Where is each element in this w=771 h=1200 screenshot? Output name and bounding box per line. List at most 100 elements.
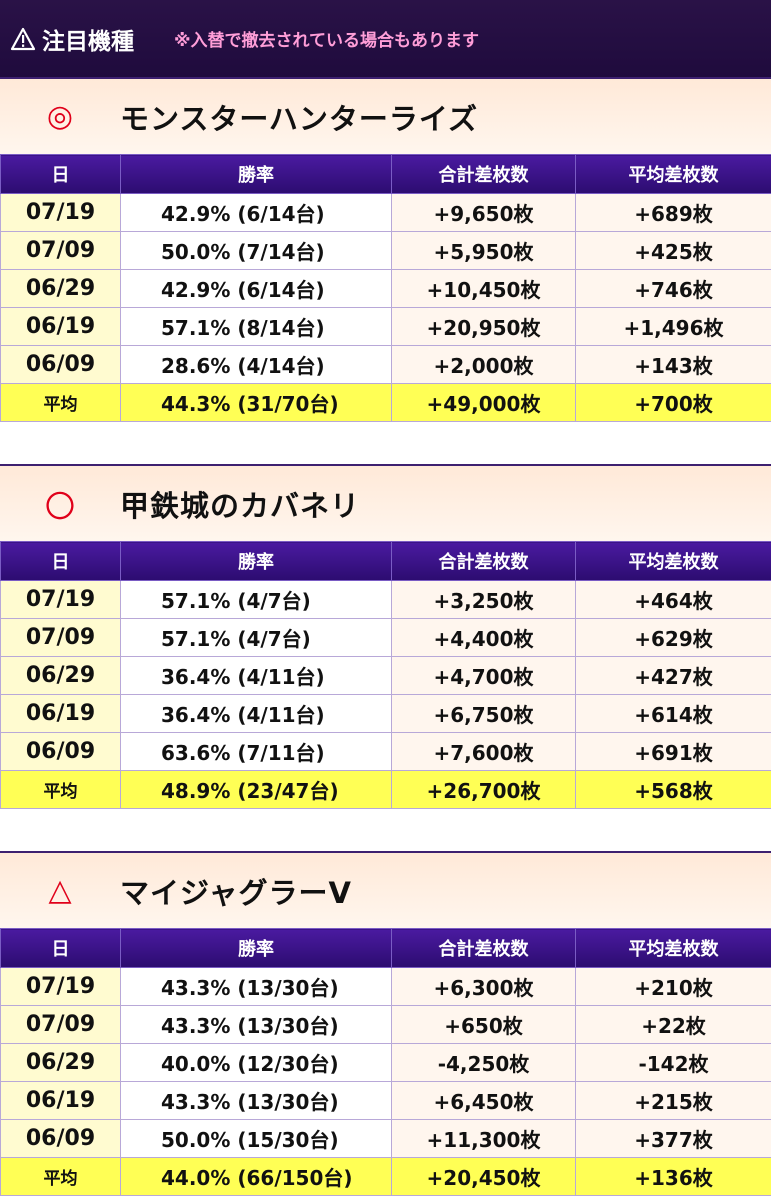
- total-cell: +10,450枚: [391, 269, 576, 308]
- table-row: 07/09 50.0% (7/14台) +5,950枚 +425枚: [0, 231, 771, 270]
- average-row: 平均 48.9% (23/47台) +26,700枚 +568枚: [0, 770, 771, 809]
- removal-note: ※入替で撤去されている場合もあります: [174, 31, 480, 51]
- total-cell: +650枚: [391, 1005, 576, 1044]
- rate-cell: 50.0% (7/14台): [120, 231, 392, 270]
- rate-cell: 42.9% (6/14台): [120, 193, 392, 232]
- results-table: 日 勝率 合計差枚数 平均差枚数 07/19 43.3% (13/30台) +6…: [0, 928, 771, 1196]
- total-cell: -4,250枚: [391, 1043, 576, 1082]
- avg-cell: +136枚: [575, 1157, 771, 1196]
- rate-cell: 36.4% (4/11台): [120, 694, 392, 733]
- rate-cell: 48.9% (23/47台): [120, 770, 392, 809]
- rate-cell: 28.6% (4/14台): [120, 345, 392, 384]
- machine-section-kabaneri: 〇 甲鉄城のカバネリ 日 勝率 合計差枚数 平均差枚数 07/19 57.1% …: [0, 464, 771, 809]
- col-header-date: 日: [0, 154, 121, 194]
- results-table: 日 勝率 合計差枚数 平均差枚数 07/19 57.1% (4/7台) +3,2…: [0, 541, 771, 809]
- total-cell: +4,400枚: [391, 618, 576, 657]
- avg-cell: +568枚: [575, 770, 771, 809]
- rate-cell: 63.6% (7/11台): [120, 732, 392, 771]
- machine-section-my-juggler: △ マイジャグラーV 日 勝率 合計差枚数 平均差枚数 07/19 43.3% …: [0, 851, 771, 1196]
- section-header: △ マイジャグラーV: [0, 851, 771, 928]
- total-cell: +4,700枚: [391, 656, 576, 695]
- table-row: 06/29 36.4% (4/11台) +4,700枚 +427枚: [0, 656, 771, 695]
- rate-cell: 43.3% (13/30台): [120, 1005, 392, 1044]
- results-table: 日 勝率 合計差枚数 平均差枚数 07/19 42.9% (6/14台) +9,…: [0, 154, 771, 422]
- date-cell: 07/19: [0, 580, 121, 619]
- date-cell: 07/09: [0, 618, 121, 657]
- table-row: 07/19 43.3% (13/30台) +6,300枚 +210枚: [0, 967, 771, 1006]
- average-row: 平均 44.0% (66/150台) +20,450枚 +136枚: [0, 1157, 771, 1196]
- total-cell: +6,300枚: [391, 967, 576, 1006]
- table-row: 07/19 57.1% (4/7台) +3,250枚 +464枚: [0, 580, 771, 619]
- col-header-rate: 勝率: [120, 541, 392, 581]
- total-cell: +6,450枚: [391, 1081, 576, 1120]
- total-cell: +7,600枚: [391, 732, 576, 771]
- date-cell: 07/09: [0, 1005, 121, 1044]
- table-row: 06/09 63.6% (7/11台) +7,600枚 +691枚: [0, 732, 771, 771]
- avg-cell: +210枚: [575, 967, 771, 1006]
- total-cell: +11,300枚: [391, 1119, 576, 1158]
- table-row: 06/29 42.9% (6/14台) +10,450枚 +746枚: [0, 269, 771, 308]
- date-cell: 07/19: [0, 193, 121, 232]
- rating-mark: ◎: [46, 99, 74, 134]
- date-cell: 06/29: [0, 269, 121, 308]
- date-cell: 06/19: [0, 694, 121, 733]
- table-header-row: 日 勝率 合計差枚数 平均差枚数: [0, 154, 771, 194]
- rate-cell: 36.4% (4/11台): [120, 656, 392, 695]
- total-cell: +20,450枚: [391, 1157, 576, 1196]
- section-header: 〇 甲鉄城のカバネリ: [0, 464, 771, 541]
- avg-cell: +691枚: [575, 732, 771, 771]
- rate-cell: 43.3% (13/30台): [120, 967, 392, 1006]
- total-cell: +49,000枚: [391, 383, 576, 422]
- col-header-date: 日: [0, 928, 121, 968]
- total-cell: +26,700枚: [391, 770, 576, 809]
- table-row: 06/09 50.0% (15/30台) +11,300枚 +377枚: [0, 1119, 771, 1158]
- date-cell: 06/19: [0, 307, 121, 346]
- date-cell: 06/19: [0, 1081, 121, 1120]
- date-cell: 07/09: [0, 231, 121, 270]
- rating-mark: 〇: [45, 489, 75, 525]
- average-row: 平均 44.3% (31/70台) +49,000枚 +700枚: [0, 383, 771, 422]
- rate-cell: 57.1% (4/7台): [120, 618, 392, 657]
- average-label: 平均: [0, 770, 121, 809]
- rate-cell: 43.3% (13/30台): [120, 1081, 392, 1120]
- average-label: 平均: [0, 1157, 121, 1196]
- table-row: 06/19 36.4% (4/11台) +6,750枚 +614枚: [0, 694, 771, 733]
- rate-cell: 50.0% (15/30台): [120, 1119, 392, 1158]
- header-bar: 注目機種 ※入替で撤去されている場合もあります: [0, 0, 771, 77]
- col-header-rate: 勝率: [120, 154, 392, 194]
- table-header-row: 日 勝率 合計差枚数 平均差枚数: [0, 928, 771, 968]
- col-header-avg: 平均差枚数: [575, 541, 771, 581]
- avg-cell: -142枚: [575, 1043, 771, 1082]
- avg-cell: +614枚: [575, 694, 771, 733]
- col-header-avg: 平均差枚数: [575, 928, 771, 968]
- date-cell: 06/29: [0, 1043, 121, 1082]
- total-cell: +3,250枚: [391, 580, 576, 619]
- col-header-avg: 平均差枚数: [575, 154, 771, 194]
- total-cell: +20,950枚: [391, 307, 576, 346]
- total-cell: +2,000枚: [391, 345, 576, 384]
- avg-cell: +377枚: [575, 1119, 771, 1158]
- rate-cell: 57.1% (8/14台): [120, 307, 392, 346]
- col-header-total: 合計差枚数: [391, 928, 576, 968]
- date-cell: 06/09: [0, 345, 121, 384]
- rating-mark: △: [48, 873, 72, 908]
- table-row: 06/29 40.0% (12/30台) -4,250枚 -142枚: [0, 1043, 771, 1082]
- rate-cell: 40.0% (12/30台): [120, 1043, 392, 1082]
- col-header-total: 合計差枚数: [391, 154, 576, 194]
- date-cell: 06/29: [0, 656, 121, 695]
- avg-cell: +425枚: [575, 231, 771, 270]
- rate-cell: 42.9% (6/14台): [120, 269, 392, 308]
- table-row: 06/09 28.6% (4/14台) +2,000枚 +143枚: [0, 345, 771, 384]
- table-row: 06/19 43.3% (13/30台) +6,450枚 +215枚: [0, 1081, 771, 1120]
- col-header-total: 合計差枚数: [391, 541, 576, 581]
- avg-cell: +143枚: [575, 345, 771, 384]
- machine-section-monster-hunter: ◎ モンスターハンターライズ 日 勝率 合計差枚数 平均差枚数 07/19 42…: [0, 77, 771, 422]
- col-header-date: 日: [0, 541, 121, 581]
- machine-title: 甲鉄城のカバネリ: [120, 488, 361, 523]
- total-cell: +6,750枚: [391, 694, 576, 733]
- rate-cell: 57.1% (4/7台): [120, 580, 392, 619]
- average-label: 平均: [0, 383, 121, 422]
- table-row: 06/19 57.1% (8/14台) +20,950枚 +1,496枚: [0, 307, 771, 346]
- machine-title: モンスターハンターライズ: [120, 101, 478, 136]
- date-cell: 06/09: [0, 1119, 121, 1158]
